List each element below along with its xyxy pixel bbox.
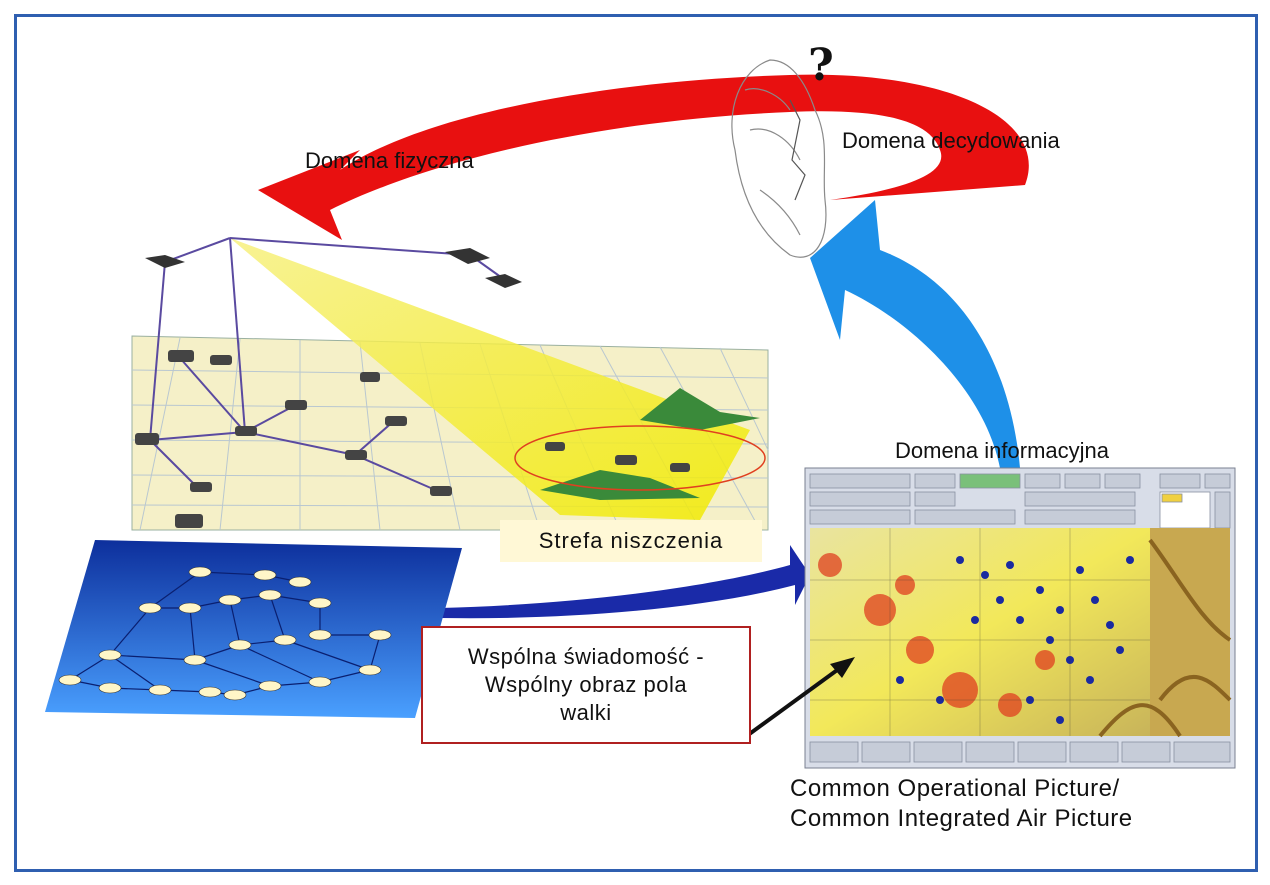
network-node-icon bbox=[58, 566, 392, 701]
aircraft-icon bbox=[145, 248, 522, 288]
shared-awareness-callout: Wspólna świadomość - Wspólny obraz pola … bbox=[421, 626, 751, 744]
tank-icon bbox=[135, 350, 690, 528]
human-head-sketch-icon bbox=[731, 59, 827, 258]
pointer-arrow bbox=[746, 657, 855, 737]
cop-caption: Common Operational Picture/ Common Integ… bbox=[790, 775, 1133, 832]
red-arrow-to-physical bbox=[258, 74, 1029, 240]
network-plane bbox=[45, 540, 462, 718]
navy-arrow-to-display bbox=[440, 545, 810, 619]
mountain-icon bbox=[540, 470, 700, 500]
information-domain-label: Domena informacyjna bbox=[895, 438, 1109, 463]
kill-zone-ellipse bbox=[514, 425, 766, 491]
shared-awareness-text: Wspólna świadomość - Wspólny obraz pola … bbox=[467, 644, 705, 725]
cop-display bbox=[804, 467, 1236, 769]
sensor-beam bbox=[230, 238, 750, 520]
physical-domain-label: Domena fizyczna bbox=[305, 148, 474, 173]
mountain-icon bbox=[640, 388, 760, 430]
blue-arrow-to-decision bbox=[810, 200, 1020, 468]
kill-zone-label: Strefa niszczenia bbox=[500, 520, 762, 562]
diagram-frame bbox=[14, 14, 1258, 872]
question-mark: ? bbox=[808, 40, 834, 91]
decision-domain-label: Domena decydowania bbox=[842, 128, 1060, 153]
